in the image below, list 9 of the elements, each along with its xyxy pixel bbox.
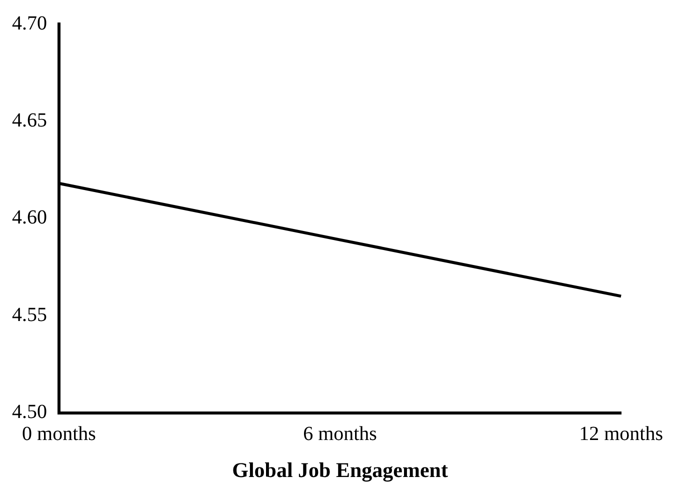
x-tick-label: 6 months xyxy=(303,423,378,446)
y-tick-label: 4.55 xyxy=(12,304,47,326)
y-tick-label: 4.50 xyxy=(12,401,47,424)
x-tick-label: 12 months xyxy=(579,423,664,446)
y-tick-label: 4.70 xyxy=(12,12,47,34)
y-tick-label: 4.60 xyxy=(12,206,47,229)
x-tick-label: 0 months xyxy=(22,423,96,446)
x-axis-title: Global Job Engagement xyxy=(232,458,448,482)
y-tick-label: 4.65 xyxy=(12,109,47,132)
